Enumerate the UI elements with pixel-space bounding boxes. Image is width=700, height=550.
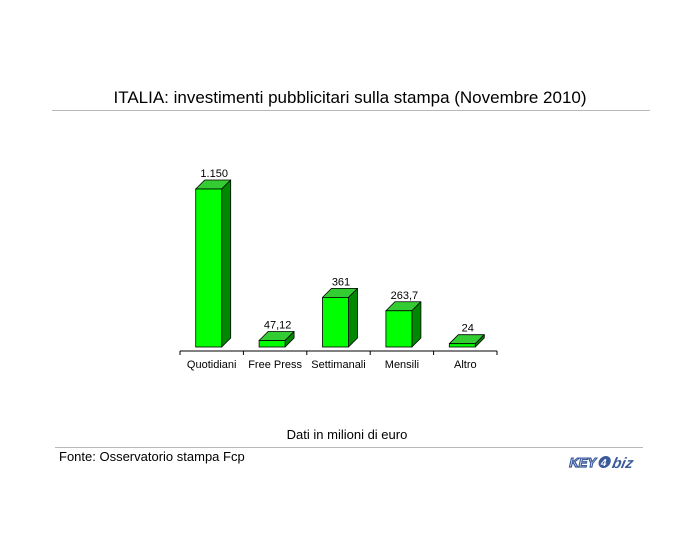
bar-settimanali [322,288,358,348]
key4biz-logo: KEY 4 biz [567,455,636,472]
units-note: Dati in milioni di euro [286,427,408,442]
footer-divider [55,447,643,448]
bar-front-face [385,310,413,348]
category-label: Quotidiani [187,359,237,371]
data-label: 361 [332,276,350,288]
bar-front-face [195,188,223,348]
data-label: 263,7 [391,290,419,302]
bar-front-face [322,297,349,348]
svg-text:biz: biz [611,455,636,472]
bar-altro [448,334,485,348]
category-label: Mensili [385,359,419,371]
svg-text:KEY: KEY [568,455,598,470]
bar-mensili [385,301,422,348]
data-label: 47,12 [264,320,292,332]
category-label: Altro [454,359,477,371]
bar-free-press [258,331,295,348]
source-note: Fonte: Osservatorio stampa Fcp [59,449,245,464]
chart-title: ITALIA: investimenti pubblicitari sulla … [113,88,587,107]
data-label: 1.150 [200,168,228,180]
data-label: 24 [462,323,474,335]
category-label: Settimanali [311,359,365,371]
bar-front-face [448,343,476,348]
bar-front-face [258,340,286,348]
bar-side-face [221,179,232,348]
title-divider [52,110,650,111]
bar-quotidiani [195,179,232,348]
category-label: Free Press [248,359,302,371]
bar-side-face [348,288,358,348]
svg-text:4: 4 [600,458,608,469]
